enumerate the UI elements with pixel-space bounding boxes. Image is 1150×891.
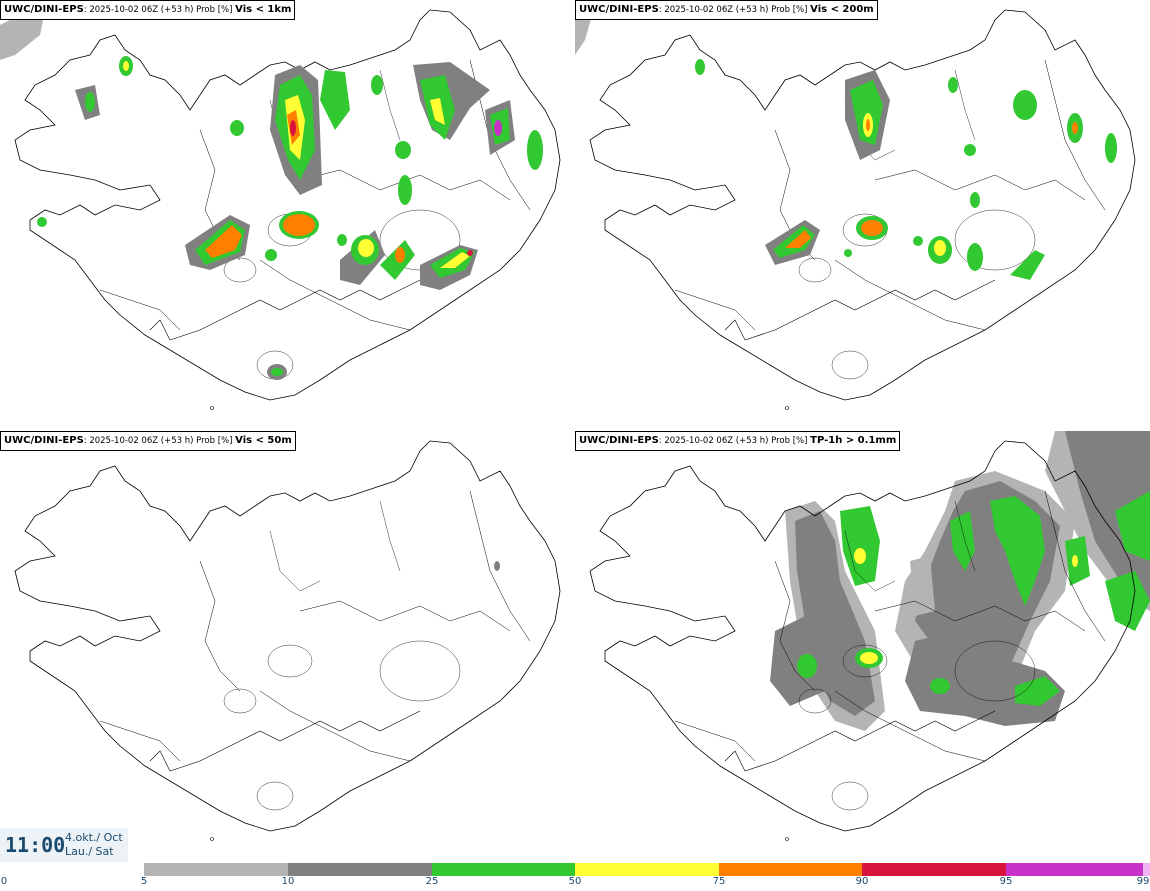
iceland-map	[589, 431, 1150, 841]
legend-color-band	[1006, 863, 1143, 876]
legend-tick-label: 5	[140, 876, 148, 887]
legend-color-band	[288, 863, 432, 876]
legend-tick-label: 99	[1136, 876, 1150, 887]
probability-fields	[494, 561, 500, 571]
probability-fields	[575, 12, 1117, 280]
panel-title: UWC/DINI-EPS: 2025-10-02 06Z (+53 h) Pro…	[575, 0, 878, 20]
panel-title: UWC/DINI-EPS: 2025-10-02 06Z (+53 h) Pro…	[575, 431, 901, 451]
map-panel-vis-200m: UWC/DINI-EPS: 2025-10-02 06Z (+53 h) Pro…	[575, 0, 1150, 431]
legend-tick-label: 75	[712, 876, 726, 887]
probability-fields	[0, 10, 543, 380]
panel-title: UWC/DINI-EPS: 2025-10-02 06Z (+53 h) Pro…	[0, 431, 296, 451]
legend-color-band	[1143, 863, 1150, 876]
legend-tick-label: 95	[999, 876, 1013, 887]
probability-fields	[770, 431, 1150, 731]
legend-color-band	[862, 863, 1006, 876]
legend-color-band	[432, 863, 575, 876]
valid-time-clock: 11:00	[5, 833, 66, 857]
map-panel-precip: UWC/DINI-EPS: 2025-10-02 06Z (+53 h) Pro…	[575, 431, 1150, 862]
probability-color-legend: 0 5 10 25 50 75 90 95 99	[0, 862, 1150, 891]
legend-color-band	[2, 863, 144, 876]
valid-time-date: 4.okt./ Oct Lau./ Sat	[65, 831, 123, 858]
legend-tick-label: 50	[568, 876, 582, 887]
map-panel-vis-1km: UWC/DINI-EPS: 2025-10-02 06Z (+53 h) Pro…	[0, 0, 575, 431]
iceland-map	[0, 9, 561, 410]
legend-color-band	[144, 863, 288, 876]
legend-tick-label: 10	[281, 876, 295, 887]
legend-tick-label: 0	[0, 876, 8, 887]
iceland-map	[575, 9, 1136, 410]
panel-title: UWC/DINI-EPS: 2025-10-02 06Z (+53 h) Pro…	[0, 0, 296, 20]
legend-tick-label: 90	[855, 876, 869, 887]
valid-time-box: 11:00 4.okt./ Oct Lau./ Sat	[0, 828, 128, 862]
legend-tick-label: 25	[425, 876, 439, 887]
legend-color-band	[719, 863, 862, 876]
legend-color-band	[575, 863, 719, 876]
iceland-map	[14, 440, 561, 841]
map-panel-vis-50m: UWC/DINI-EPS: 2025-10-02 06Z (+53 h) Pro…	[0, 431, 575, 862]
